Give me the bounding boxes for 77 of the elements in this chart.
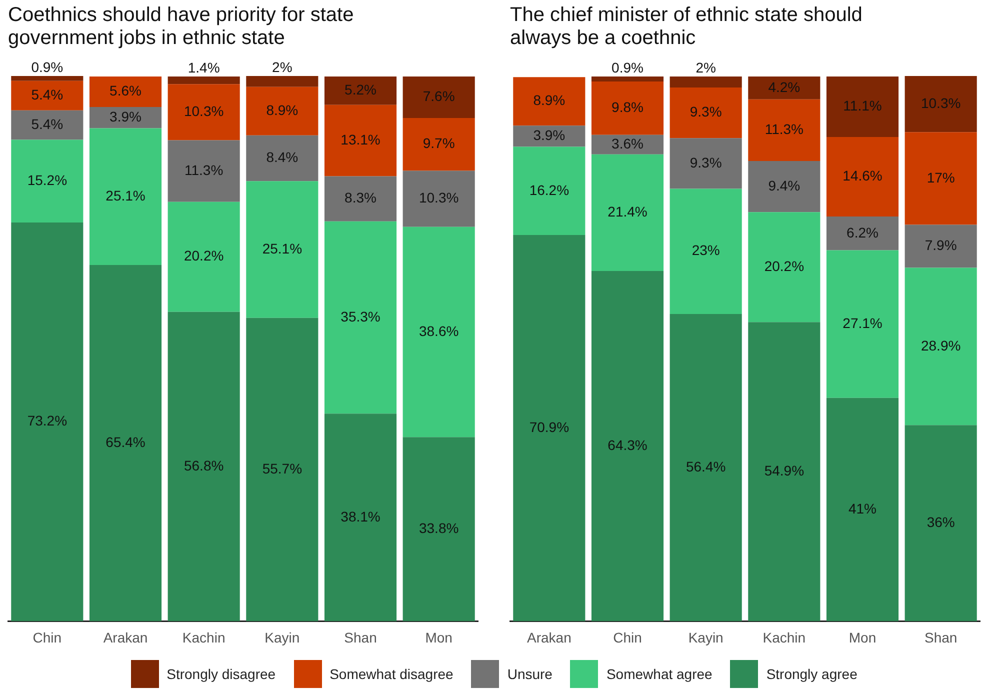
data-label: 8.9%: [266, 102, 298, 118]
data-label: 3.6%: [612, 135, 644, 152]
x-tick-label: Arakan: [526, 629, 572, 646]
data-label: 7.6%: [422, 88, 455, 104]
data-label: 9.3%: [690, 154, 722, 170]
x-tick-label: Mon: [848, 629, 876, 646]
data-label: 35.3%: [340, 308, 380, 324]
data-label: 64.3%: [608, 436, 648, 453]
data-label: 21.4%: [608, 204, 648, 220]
legend-label: Strongly agree: [766, 666, 858, 682]
data-label: 11.3%: [184, 162, 224, 178]
data-label: 7.9%: [924, 237, 957, 254]
data-label: 56.8%: [184, 457, 224, 474]
data-label: 56.4%: [686, 458, 726, 474]
data-label: 13.1%: [340, 131, 380, 148]
data-label: 8.4%: [266, 149, 298, 166]
data-label: 73.2%: [27, 412, 68, 429]
data-label: 38.6%: [418, 322, 459, 339]
x-tick-label: Kayin: [688, 629, 724, 646]
data-label: 41%: [848, 500, 877, 516]
data-label: 8.9%: [533, 92, 566, 108]
data-label: 25.1%: [106, 188, 146, 204]
x-tick-label: Kachin: [182, 629, 226, 646]
data-label: 27.1%: [842, 314, 882, 331]
legend-label: Somewhat agree: [606, 666, 712, 682]
data-label: 11.1%: [843, 98, 882, 114]
data-label: 55.7%: [262, 460, 302, 476]
data-label: 14.6%: [842, 168, 882, 184]
data-label: 16.2%: [529, 182, 570, 198]
x-tick-label: Shan: [344, 629, 377, 646]
data-label: 25.1%: [262, 240, 302, 256]
data-label: 10.3%: [184, 103, 224, 120]
data-label: 5.6%: [110, 82, 142, 99]
data-label: 23%: [692, 242, 720, 258]
data-label: 6.2%: [846, 224, 878, 240]
data-label: 2%: [272, 58, 292, 75]
data-label: 5.4%: [31, 116, 64, 132]
data-label: 0.9%: [31, 58, 64, 75]
data-label: 3.9%: [110, 108, 142, 125]
x-tick-label: Kachin: [762, 629, 806, 646]
data-label: 38.1%: [340, 508, 380, 524]
data-label: 28.9%: [920, 337, 961, 354]
data-label: 65.4%: [106, 434, 146, 450]
data-label: 5.2%: [344, 82, 376, 98]
legend-label: Unsure: [507, 666, 552, 682]
data-label: 9.4%: [768, 177, 800, 194]
legend-label: Somewhat disagree: [330, 666, 454, 682]
data-label: 10.3%: [920, 94, 961, 111]
data-label: 9.7%: [422, 135, 455, 152]
chart-title: Coethnics should have priority for state government jobs in ethnic state: [7, 4, 355, 50]
data-label: 10.3%: [418, 190, 459, 206]
data-label: 9.8%: [612, 98, 644, 115]
data-label: 2%: [696, 59, 716, 76]
data-label: 9.3%: [690, 104, 722, 120]
chart-title: The chief minister of ethnic state should always be a coethnic: [509, 4, 864, 50]
data-label: 3.9%: [533, 127, 566, 144]
x-tick-label: Chin: [32, 629, 62, 646]
data-label: 4.2%: [768, 78, 800, 95]
data-label: 70.9%: [529, 418, 570, 435]
data-label: 15.2%: [27, 172, 68, 188]
data-label: 5.4%: [31, 86, 64, 102]
x-tick-label: Kayin: [264, 629, 300, 646]
data-label: 33.8%: [418, 520, 459, 536]
data-label: 54.9%: [764, 462, 804, 479]
data-label: 17%: [926, 169, 955, 186]
data-label: 1.4%: [188, 59, 220, 76]
data-label: 20.2%: [184, 248, 224, 264]
data-label: 20.2%: [764, 258, 804, 274]
data-label: 0.9%: [612, 59, 644, 76]
data-label: 8.3%: [344, 190, 376, 206]
data-label: 36%: [926, 514, 955, 530]
x-tick-label: Shan: [924, 629, 958, 646]
legend-label: Strongly disagree: [166, 666, 276, 682]
x-tick-label: Chin: [613, 629, 642, 646]
x-tick-label: Arakan: [103, 629, 148, 646]
x-tick-label: Mon: [425, 629, 452, 646]
data-label: 11.3%: [764, 121, 804, 138]
